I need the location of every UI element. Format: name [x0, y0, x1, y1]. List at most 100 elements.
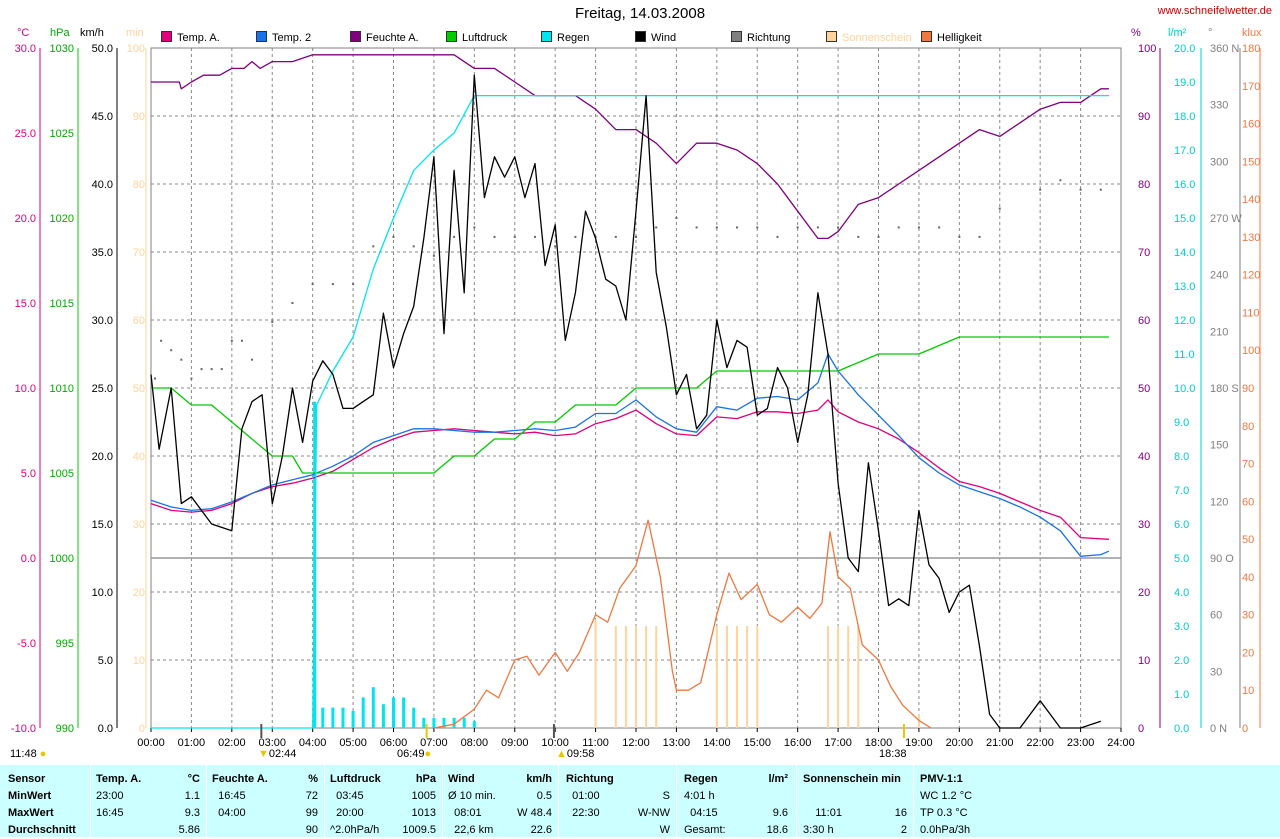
stats-value: 9.3 [184, 807, 200, 819]
x-tick-label: 17:00 [824, 737, 852, 749]
stats-value: TP 0.3 °C [920, 807, 968, 819]
legend-temp-a: Temp. A. [161, 31, 220, 45]
stats-head: PMV-1:1 [920, 773, 963, 785]
temp-tick-label: -5.0 [17, 638, 36, 650]
hum-tick-label: 40 [1138, 451, 1150, 463]
lux-tick-label: 140 [1242, 194, 1260, 206]
direction-point [432, 254, 435, 257]
stats-time: Gesamt: [684, 824, 726, 836]
direction-point [938, 226, 941, 229]
stats-pressure: Luftdruck hPa 03:45 1005 20:00 1013 ^2.0hPa… [330, 771, 436, 839]
rain-tick-label: 0.0 [1174, 723, 1189, 735]
stats-unit: °C [187, 773, 200, 785]
direction-point [180, 358, 183, 361]
direction-point [1059, 179, 1062, 182]
stats-value: 22.6 [530, 824, 552, 836]
direction-point [736, 226, 739, 229]
direction-point [554, 245, 557, 248]
direction-point [190, 377, 193, 380]
sun-tick-label: 80 [133, 179, 145, 191]
hum-tick-label: 90 [1138, 111, 1150, 123]
direction-point [655, 226, 658, 229]
x-tick-label: 13:00 [663, 737, 691, 749]
legend-swatch [446, 31, 457, 42]
rain-tick-label: 1.0 [1174, 689, 1189, 701]
press-tick-label: 1005 [50, 468, 74, 480]
lux-tick-label: 20 [1242, 647, 1254, 659]
x-tick-label: 12:00 [622, 737, 650, 749]
direction-point [837, 226, 840, 229]
sun-tick-label: 40 [133, 451, 145, 463]
x-tick-label: 18:00 [865, 737, 893, 749]
sun-tick-label: 20 [133, 587, 145, 599]
stats-head: Sonnenschein min [803, 773, 901, 785]
stats-head: Regen [684, 773, 718, 785]
x-tick-label: 24:00 [1107, 737, 1135, 749]
dir-tick-label: 90 O [1210, 553, 1234, 565]
stats-value: 90 [305, 824, 318, 836]
wind-tick-label: 10.0 [92, 587, 113, 599]
x-tick-label: 09:00 [501, 737, 529, 749]
lux-tick-label: 70 [1242, 459, 1254, 471]
legend-sonnenschein: Sonnenschein [826, 31, 912, 45]
direction-point [756, 226, 759, 229]
site-link[interactable]: www.schneifelwetter.de [1157, 5, 1272, 17]
rain-unit: l/m² [1168, 27, 1187, 39]
temp-tick-label: 10.0 [15, 383, 36, 395]
lux-tick-label: 90 [1242, 383, 1254, 395]
x-tick-label: 06:00 [380, 737, 408, 749]
press-tick-label: 1020 [50, 213, 74, 225]
dir-tick-label: 360 N [1210, 43, 1239, 55]
hum-tick-label: 80 [1138, 179, 1150, 191]
stats-separator [206, 765, 207, 837]
stats-time: 16:45 [218, 790, 246, 802]
hum-tick-label: 50 [1138, 383, 1150, 395]
legend-label: Luftdruck [462, 32, 508, 44]
stats-wind: Wind km/h Ø 10 min. 0.5 08:01 W 48.4 22,6 k… [448, 771, 552, 839]
stats-time: 08:01 [454, 807, 482, 819]
stats-time: ^2.0hPa/h [330, 824, 380, 836]
wind-tick-label: 35.0 [92, 247, 113, 259]
stats-value: 16 [894, 807, 907, 819]
stats-time: 11:01 [815, 807, 842, 819]
legend-label: Temp. A. [177, 32, 220, 44]
lux-tick-label: 30 [1242, 610, 1254, 622]
stats-row-label: MaxWert [8, 807, 54, 819]
x-tick-label: 07:00 [420, 737, 448, 749]
direction-point [331, 283, 334, 286]
direction-point [220, 368, 223, 371]
stats-head: Sensor [8, 773, 46, 785]
stats-humidity: Feuchte A.% 16:45 72 04:00 99 90 [212, 771, 318, 839]
press-tick-label: 1000 [50, 553, 74, 565]
lux-tick-label: 50 [1242, 534, 1254, 546]
lux-tick-label: 180 [1242, 43, 1260, 55]
stats-sunshine: Sonnenschein min 11:01 16 3:30 h 2 [803, 771, 907, 839]
temp-tick-label: -10.0 [11, 723, 36, 735]
stats-time: Ø 10 min. [448, 790, 496, 802]
stats-time: 16:45 [96, 807, 124, 819]
stats-value: 1.1 [184, 790, 200, 802]
rain-tick-label: 10.0 [1174, 383, 1195, 395]
stats-time: 03:45 [336, 790, 364, 802]
dir-tick-label: 210 [1210, 326, 1228, 338]
stats-value: 72 [305, 790, 318, 802]
dir-tick-label: 30 [1210, 666, 1222, 678]
press-tick-label: 990 [56, 723, 74, 735]
press-tick-label: 1025 [50, 128, 74, 140]
legend-richtung: Richtung [731, 31, 790, 45]
sun-icon: ● [424, 748, 432, 760]
legend-label: Sonnenschein [842, 32, 912, 44]
legend-label: Temp. 2 [272, 32, 312, 44]
sunset-label: 18:38 [879, 748, 907, 760]
stats-unit: % [308, 773, 318, 785]
legend-swatch [541, 31, 552, 42]
rain-tick-label: 9.0 [1174, 417, 1189, 429]
press-tick-label: 1015 [50, 298, 74, 310]
lux-tick-label: 120 [1242, 270, 1260, 282]
lux-tick-label: 10 [1242, 685, 1254, 697]
sunrise-time: 02:44 [268, 748, 297, 760]
x-tick-label: 03:00 [258, 737, 286, 749]
temp-tick-label: 15.0 [15, 298, 36, 310]
direction-point [412, 245, 415, 248]
wind-tick-label: 40.0 [92, 179, 113, 191]
